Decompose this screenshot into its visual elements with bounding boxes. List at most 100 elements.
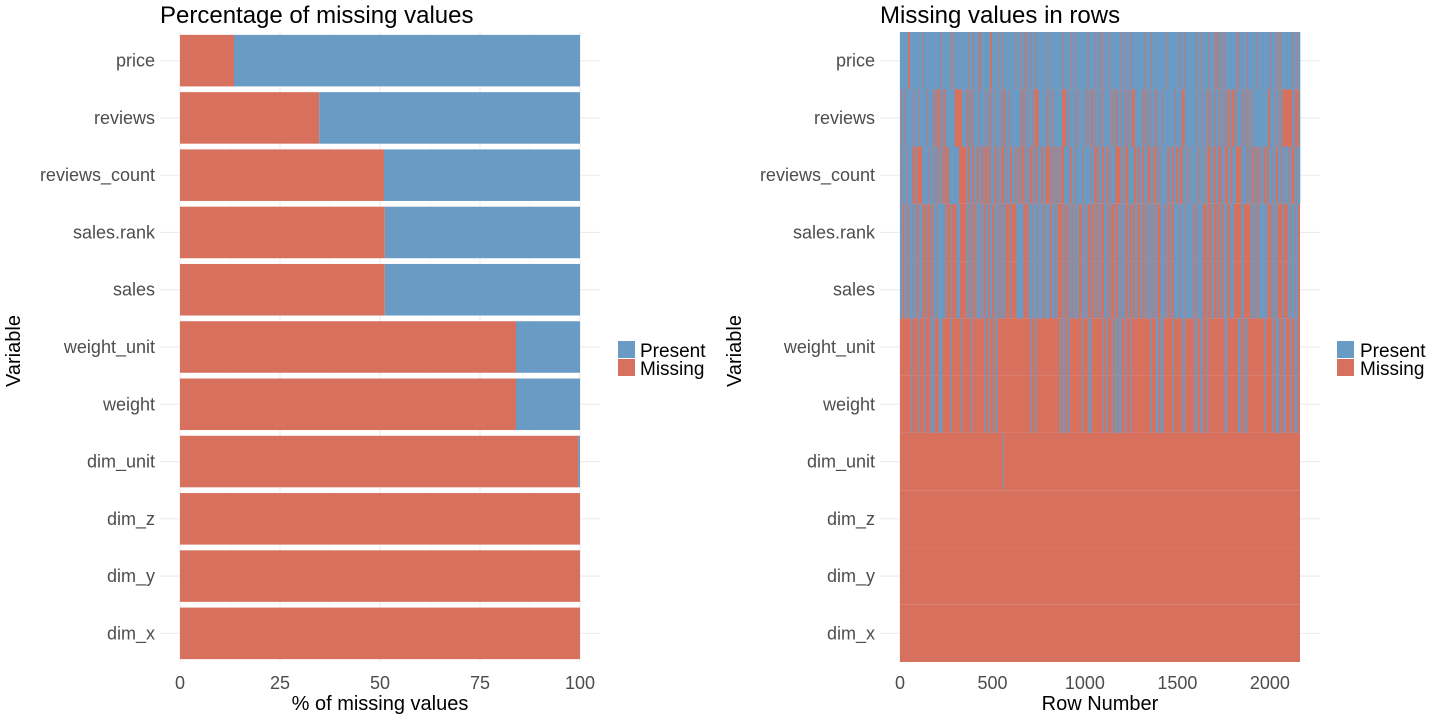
heatmap-present-cell — [934, 146, 936, 204]
heatmap-present-cell — [1139, 89, 1141, 147]
heatmap-present-cell — [1252, 32, 1254, 90]
heatmap-present-cell — [976, 32, 978, 90]
bar-present-weight — [516, 378, 580, 431]
heatmap-present-cell — [1138, 89, 1140, 147]
right-y-tick-weight: weight — [822, 394, 875, 414]
heatmap-present-cell — [901, 32, 903, 90]
heatmap-present-cell — [1088, 146, 1090, 204]
heatmap-present-cell — [1062, 318, 1065, 433]
heatmap-present-cell — [958, 203, 961, 319]
heatmap-present-cell — [1165, 89, 1168, 147]
heatmap-present-cell — [1151, 32, 1153, 90]
heatmap-row-dim-x — [900, 604, 1300, 662]
heatmap-present-cell — [1106, 89, 1108, 147]
heatmap-present-cell — [909, 203, 912, 319]
heatmap-present-cell — [932, 146, 934, 204]
heatmap-present-cell — [1126, 89, 1128, 147]
heatmap-present-cell — [952, 32, 954, 90]
heatmap-present-cell — [1009, 32, 1012, 90]
heatmap-present-cell — [1281, 89, 1283, 147]
heatmap-present-cell — [1244, 146, 1247, 204]
heatmap-present-cell — [997, 203, 999, 319]
heatmap-present-cell — [956, 32, 958, 90]
heatmap-present-cell — [1292, 203, 1294, 319]
heatmap-present-cell — [1177, 203, 1179, 319]
heatmap-present-cell — [1164, 146, 1167, 204]
heatmap-present-cell — [1227, 32, 1230, 90]
heatmap-present-cell — [1285, 32, 1288, 90]
heatmap-present-cell — [957, 203, 960, 319]
heatmap-present-cell — [995, 32, 997, 90]
heatmap-present-cell — [1261, 146, 1263, 204]
heatmap-present-cell — [1013, 146, 1015, 204]
heatmap-present-cell — [1233, 146, 1235, 204]
heatmap-present-cell — [1179, 89, 1181, 147]
heatmap-present-cell — [1184, 32, 1187, 90]
heatmap-present-cell — [1194, 146, 1197, 204]
heatmap-present-cell — [966, 146, 968, 204]
heatmap-present-cell — [1163, 32, 1166, 90]
heatmap-present-cell — [1028, 32, 1030, 90]
heatmap-present-cell — [1024, 146, 1026, 204]
heatmap-present-cell — [900, 32, 902, 90]
heatmap-present-cell — [1141, 203, 1143, 319]
heatmap-present-cell — [1005, 89, 1007, 147]
heatmap-present-cell — [1078, 89, 1080, 147]
heatmap-present-cell — [915, 89, 917, 147]
heatmap-present-cell — [915, 146, 917, 204]
heatmap-present-cell — [998, 146, 1001, 204]
heatmap-present-cell — [1042, 89, 1045, 147]
heatmap-present-cell — [1257, 32, 1260, 90]
heatmap-present-cell — [1047, 89, 1049, 147]
heatmap-present-cell — [933, 203, 935, 319]
left-x-tick-25: 25 — [270, 673, 290, 693]
heatmap-present-cell — [1014, 89, 1016, 147]
heatmap-present-cell — [900, 203, 902, 319]
heatmap-present-cell — [1265, 32, 1268, 90]
heatmap-present-cell — [1285, 146, 1288, 204]
heatmap-present-cell — [1199, 89, 1201, 147]
heatmap-present-cell — [1185, 203, 1188, 319]
heatmap-present-cell — [990, 146, 993, 204]
heatmap-present-cell — [1295, 32, 1297, 90]
heatmap-present-cell — [1242, 146, 1244, 204]
heatmap-present-cell — [1047, 203, 1049, 319]
heatmap-present-cell — [1103, 146, 1106, 204]
heatmap-present-cell — [1045, 203, 1047, 319]
heatmap-present-cell — [1113, 89, 1116, 147]
heatmap-present-cell — [1082, 89, 1085, 147]
heatmap-present-cell — [1130, 318, 1132, 433]
heatmap-present-cell — [1038, 203, 1040, 319]
heatmap-present-cell — [918, 89, 921, 147]
bar-missing-dim-unit — [180, 435, 579, 488]
heatmap-present-cell — [1152, 203, 1155, 319]
heatmap-present-cell — [1102, 89, 1105, 147]
heatmap-present-cell — [1037, 32, 1039, 90]
heatmap-present-cell — [904, 32, 906, 90]
heatmap-present-cell — [1212, 203, 1214, 319]
heatmap-present-cell — [1011, 32, 1014, 90]
right-legend-key-missing — [1337, 359, 1354, 376]
heatmap-present-cell — [1005, 146, 1007, 204]
heatmap-present-cell — [1201, 203, 1203, 319]
heatmap-present-cell — [1227, 146, 1230, 204]
heatmap-present-cell — [916, 32, 919, 90]
heatmap-present-cell — [929, 318, 932, 433]
heatmap-present-cell — [960, 32, 963, 90]
heatmap-present-cell — [1119, 203, 1121, 319]
right-y-axis-title: Variable — [724, 315, 746, 387]
heatmap-present-cell — [1212, 146, 1214, 204]
heatmap-present-cell — [1190, 32, 1192, 90]
heatmap-present-cell — [1050, 89, 1053, 147]
heatmap-present-cell — [1211, 32, 1213, 90]
heatmap-present-cell — [1189, 32, 1191, 90]
heatmap-present-cell — [1103, 203, 1106, 319]
heatmap-present-cell — [1102, 318, 1105, 433]
heatmap-present-cell — [974, 146, 976, 204]
heatmap-present-cell — [940, 318, 943, 433]
heatmap-present-cell — [1162, 89, 1165, 147]
heatmap-present-cell — [956, 203, 958, 319]
heatmap-present-cell — [1162, 203, 1165, 319]
heatmap-present-cell — [1132, 32, 1135, 90]
